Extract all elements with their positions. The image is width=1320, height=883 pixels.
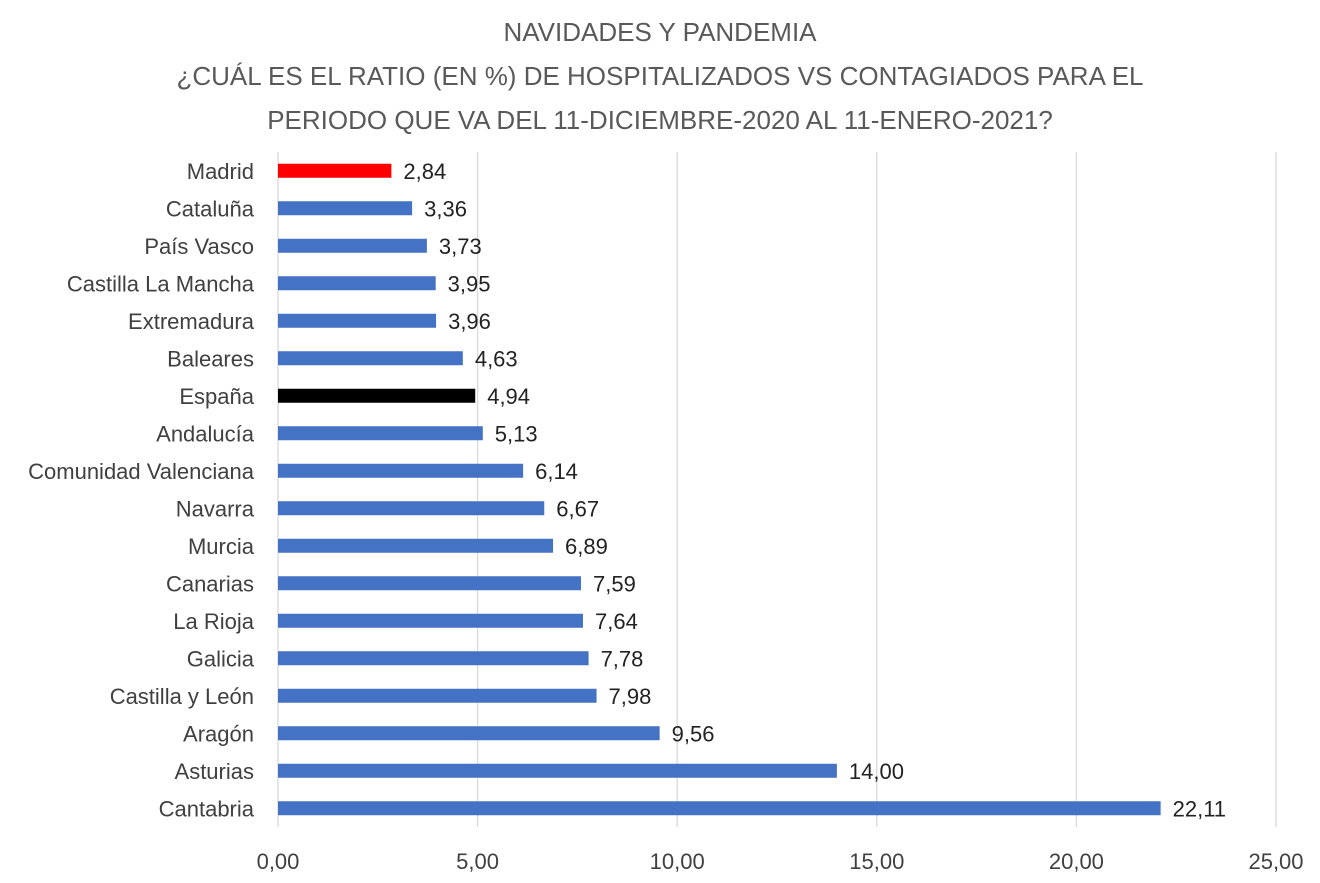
category-label: Baleares [167, 346, 254, 371]
category-label: España [179, 384, 254, 409]
category-label: Cantabria [159, 796, 255, 821]
chart-title-line-3: PERIODO QUE VA DEL 11-DICIEMBRE-2020 AL … [267, 105, 1053, 135]
x-tick-label: 15,00 [849, 849, 904, 874]
chart-title-line-2: ¿CUÁL ES EL RATIO (EN %) DE HOSPITALIZAD… [176, 61, 1144, 91]
category-labels: Madrid Cataluña País Vasco Castilla La Manc… [28, 159, 255, 822]
bar [278, 576, 581, 591]
bar [278, 726, 660, 741]
bar [278, 238, 427, 253]
bar [278, 351, 463, 366]
category-label: Castilla La Mancha [67, 271, 255, 296]
category-label: Comunidad Valenciana [28, 459, 255, 484]
category-label: Madrid [187, 159, 254, 184]
value-label: 7,59 [593, 571, 636, 596]
x-tick-label: 0,00 [257, 849, 300, 874]
category-label: La Rioja [173, 609, 254, 634]
bar [278, 763, 837, 778]
category-label: Extremadura [128, 309, 255, 334]
x-tick-label: 10,00 [650, 849, 705, 874]
bar [278, 276, 436, 291]
value-label: 6,14 [535, 459, 578, 484]
category-label: Murcia [188, 534, 255, 559]
bar [278, 163, 392, 178]
value-label: 3,73 [439, 234, 482, 259]
bar [278, 501, 545, 516]
bar [278, 651, 589, 666]
bar [278, 313, 437, 328]
x-axis-tick-labels: 0,00 5,00 10,00 15,00 20,00 25,00 [257, 849, 1304, 874]
value-label: 22,11 [1173, 796, 1226, 821]
value-label: 3,96 [448, 309, 491, 334]
bar [278, 463, 524, 478]
category-label: País Vasco [144, 234, 254, 259]
category-label: Navarra [176, 496, 255, 521]
chart-title-line-1: NAVIDADES Y PANDEMIA [503, 17, 817, 47]
bar [278, 688, 597, 703]
value-label: 4,94 [487, 384, 530, 409]
bar [278, 538, 554, 553]
category-label: Asturias [175, 759, 254, 784]
value-label: 5,13 [495, 421, 538, 446]
category-label: Canarias [166, 571, 254, 596]
category-label: Galicia [187, 646, 255, 671]
x-tick-label: 25,00 [1248, 849, 1303, 874]
x-tick-label: 20,00 [1049, 849, 1104, 874]
value-label: 7,64 [595, 609, 638, 634]
category-label: Castilla y León [110, 684, 254, 709]
bar [278, 201, 413, 216]
bars [278, 163, 1161, 816]
value-label: 2,84 [403, 159, 446, 184]
value-label: 6,89 [565, 534, 608, 559]
value-label: 7,78 [601, 646, 644, 671]
category-label: Cataluña [166, 196, 255, 221]
value-label: 6,67 [556, 496, 599, 521]
category-label: Andalucía [156, 421, 255, 446]
bar [278, 426, 483, 441]
bar [278, 388, 476, 403]
chart-title: NAVIDADES Y PANDEMIA ¿CUÁL ES EL RATIO (… [0, 10, 1320, 142]
value-label: 3,95 [448, 271, 491, 296]
gridlines [277, 152, 1277, 827]
bar [278, 613, 583, 628]
category-label: Aragón [183, 721, 254, 746]
value-label: 4,63 [475, 346, 518, 371]
value-label: 3,36 [424, 196, 467, 221]
bar [278, 801, 1161, 816]
value-label: 14,00 [849, 759, 904, 784]
value-label: 7,98 [609, 684, 652, 709]
x-tick-label: 5,00 [456, 849, 499, 874]
value-label: 9,56 [672, 721, 715, 746]
value-labels: 2,84 3,36 3,73 3,95 3,96 4,63 4,94 5,13 6,14 6,67… [403, 159, 1226, 822]
